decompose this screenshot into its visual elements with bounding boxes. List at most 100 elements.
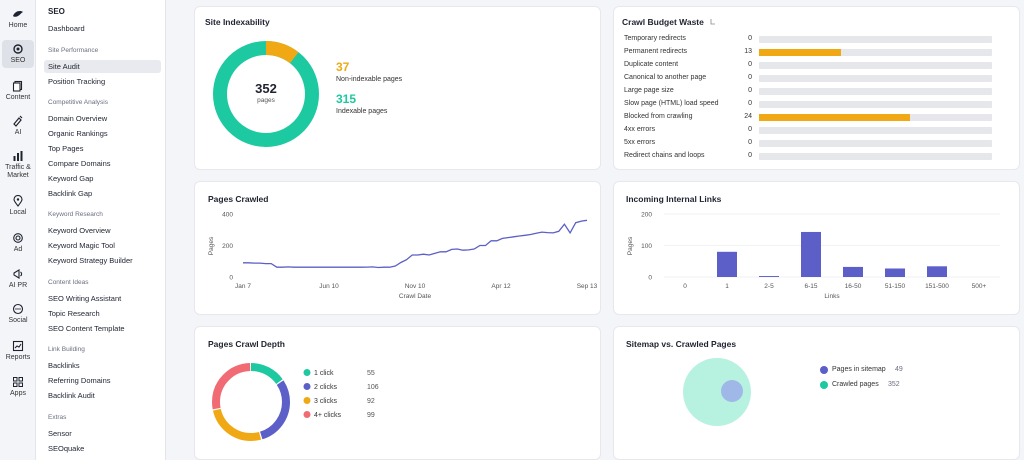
- sidebar-item-position-tracking[interactable]: Position Tracking: [48, 77, 106, 86]
- y-tick-label: 200: [641, 212, 652, 219]
- ai-pr-icon: [13, 269, 23, 279]
- indexable-value[interactable]: 315: [336, 92, 357, 106]
- legend-dot: [303, 397, 311, 404]
- card-title: Site Indexability: [205, 17, 270, 27]
- pages-crawl-depth-card: Pages Crawl Depth 1 click 55 2 clicks 106 3 …: [194, 326, 601, 460]
- crawl-budget-row-value: 0: [748, 74, 752, 81]
- rail-seo[interactable]: SEO: [2, 40, 34, 68]
- apps-icon: [13, 377, 23, 387]
- crawl-budget-row-label[interactable]: Slow page (HTML) load speed: [624, 100, 719, 107]
- sidebar-item-dashboard[interactable]: Dashboard: [48, 24, 85, 33]
- crawl-budget-bar-track: [759, 49, 992, 56]
- bar-51-150: [885, 268, 905, 277]
- sidebar-item-seoquake[interactable]: SEOquake: [48, 444, 85, 453]
- sidebar-item-domain-overview[interactable]: Domain Overview: [48, 114, 108, 123]
- x-tick-label: 0: [683, 283, 687, 290]
- rail-reports[interactable]: Reports: [0, 340, 36, 362]
- bar-151-500: [927, 266, 947, 277]
- icon-rail: Home SEO Content AI Traffic & Market Loc…: [0, 0, 36, 460]
- rail-home[interactable]: Home: [0, 8, 36, 30]
- rail-apps[interactable]: Apps: [0, 376, 36, 398]
- sidebar-item-seo-writing-assistant[interactable]: SEO Writing Assistant: [48, 294, 122, 303]
- depth-slice-0: [212, 363, 290, 441]
- crawl-budget-row-label[interactable]: Blocked from crawling: [624, 113, 693, 120]
- sidebar-item-site-audit[interactable]: Site Audit: [44, 60, 161, 73]
- x-tick-label: 1: [725, 283, 729, 290]
- crawl-budget-row-label[interactable]: Duplicate content: [624, 61, 679, 68]
- ai-icon: [13, 115, 23, 127]
- crawl-budget-row-label[interactable]: Canonical to another page: [624, 74, 707, 81]
- sidebar-item-keyword-magic-tool[interactable]: Keyword Magic Tool: [48, 241, 115, 250]
- sidebar-item-keyword-strategy-builder[interactable]: Keyword Strategy Builder: [48, 256, 133, 265]
- sidebar-item-backlinks[interactable]: Backlinks: [48, 361, 80, 370]
- rail-traffic[interactable]: Traffic & Market: [0, 150, 36, 180]
- card-title: Sitemap vs. Crawled Pages: [626, 339, 737, 349]
- legend-label: 2 clicks: [314, 384, 337, 391]
- sidebar-heading: Link Building: [48, 346, 85, 353]
- non-indexable-value[interactable]: 37: [336, 60, 350, 74]
- rail-ad[interactable]: Ad: [0, 232, 36, 254]
- sidebar-item-sensor[interactable]: Sensor: [48, 429, 72, 438]
- local-pin-icon: [13, 195, 23, 207]
- crawl-budget-row-label[interactable]: Permanent redirects: [624, 48, 688, 55]
- y-axis-label: Pages: [208, 236, 215, 255]
- legend-value: 92: [367, 398, 375, 405]
- sidebar-item-seo-content-template[interactable]: SEO Content Template: [48, 324, 125, 333]
- sidebar-heading: Site Performance: [48, 47, 99, 54]
- sidebar-heading: Extras: [48, 414, 67, 421]
- sidebar-item-keyword-overview[interactable]: Keyword Overview: [48, 226, 111, 235]
- content-icon: [12, 80, 23, 92]
- sidebar-item-referring-domains[interactable]: Referring Domains: [48, 376, 111, 385]
- total-pages-value: 352: [255, 81, 277, 96]
- crawl-budget-row-label[interactable]: 4xx errors: [624, 126, 656, 133]
- crawl-budget-bar-fill: [759, 114, 911, 121]
- depth-slice-3: [212, 363, 290, 441]
- x-tick-label: Sep 13: [577, 283, 598, 290]
- crawl-budget-bar-track: [759, 153, 992, 160]
- non-indexable-label: Non-indexable pages: [336, 76, 403, 83]
- x-axis-label: Crawl Date: [399, 293, 432, 300]
- rail-label: AI PR: [8, 282, 28, 289]
- rail-content[interactable]: Content: [0, 80, 36, 102]
- crawl-budget-row-label[interactable]: Redirect chains and loops: [624, 152, 705, 159]
- card-title: Pages Crawl Depth: [208, 339, 285, 349]
- rail-label: Traffic & Market: [5, 164, 31, 179]
- rail-label: Ad: [13, 246, 23, 253]
- crawl-budget-row-label[interactable]: Temporary redirects: [624, 35, 686, 42]
- legend-dot-sitemap: [820, 366, 828, 374]
- social-icon: [12, 303, 24, 315]
- sidebar-item-compare-domains[interactable]: Compare Domains: [48, 159, 111, 168]
- crawl-budget-bar-track: [759, 101, 992, 108]
- indexability-donut: [213, 41, 319, 147]
- sidebar-item-topic-research[interactable]: Topic Research: [48, 309, 100, 318]
- crawl-budget-bar-track: [759, 114, 992, 121]
- crawl-budget-row-label[interactable]: Large page size: [624, 87, 674, 94]
- info-icon[interactable]: [710, 18, 716, 26]
- legend-label: 3 clicks: [314, 398, 337, 405]
- legend-label-crawled: Crawled pages: [832, 381, 879, 388]
- crawl-budget-row-value: 24: [744, 113, 752, 120]
- rail-social[interactable]: Social: [0, 303, 36, 325]
- legend-dot: [303, 369, 311, 376]
- sidebar-heading: Keyword Research: [48, 211, 103, 218]
- sidebar-item-top-pages[interactable]: Top Pages: [48, 144, 84, 153]
- card-title: Incoming Internal Links: [626, 194, 722, 204]
- crawl-budget-row-value: 0: [748, 100, 752, 107]
- sidebar-item-keyword-gap[interactable]: Keyword Gap: [48, 174, 94, 183]
- rail-local[interactable]: Local: [0, 195, 36, 217]
- depth-slice-2: [212, 363, 290, 441]
- sidebar-item-backlink-audit[interactable]: Backlink Audit: [48, 391, 95, 400]
- rail-ai[interactable]: AI: [0, 115, 36, 137]
- legend-value-crawled: 352: [888, 381, 900, 388]
- non-indexable-arc: [213, 41, 319, 147]
- x-tick-label: 6-15: [804, 283, 817, 290]
- crawl-budget-bar-fill: [759, 49, 841, 56]
- legend-value: 106: [367, 384, 379, 391]
- sidebar-item-backlink-gap[interactable]: Backlink Gap: [48, 189, 93, 198]
- crawl-budget-row-label[interactable]: 5xx errors: [624, 139, 656, 146]
- crawl-budget-waste-card: Crawl Budget Waste Temporary redirects 0 P…: [613, 6, 1020, 170]
- y-tick-label: 400: [222, 212, 233, 219]
- sidebar-item-organic-rankings[interactable]: Organic Rankings: [48, 129, 108, 138]
- rail-ai-pr[interactable]: AI PR: [0, 268, 36, 290]
- legend-value: 99: [367, 412, 375, 419]
